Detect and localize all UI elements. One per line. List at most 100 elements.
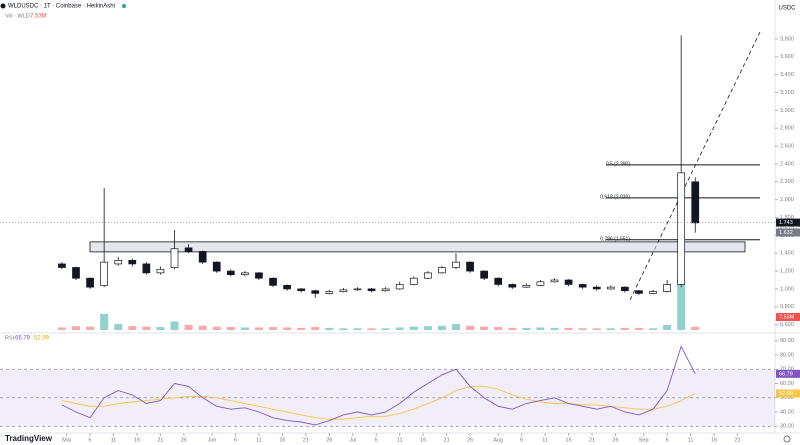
y-tick-label: 2.400 <box>780 161 794 167</box>
symbol-icon <box>0 3 6 9</box>
candle-body <box>466 261 474 272</box>
x-tick-label: 16 <box>134 437 140 443</box>
volume-bar <box>423 326 432 330</box>
volume-bar <box>536 327 545 330</box>
x-tick-label: 11 <box>397 437 403 443</box>
volume-bar <box>283 327 292 330</box>
rsi-ma-legend-value: 52.99 <box>34 336 50 342</box>
countdown: 00:52:17 <box>778 226 798 232</box>
x-tick-label: 26 <box>612 437 618 443</box>
candle-body <box>480 270 488 279</box>
volume-bar <box>198 325 207 330</box>
x-tick-label: 6 <box>234 437 237 443</box>
rsi-tick-label: 80.00 <box>780 352 794 358</box>
volume-legend-value: 7.53M <box>30 14 47 20</box>
volume-bar <box>100 313 109 330</box>
y-tick-label: 2.800 <box>780 126 794 132</box>
x-tick-label: 21 <box>589 437 595 443</box>
x-tick-label: Mai <box>62 437 71 443</box>
volume-bar <box>86 326 95 330</box>
volume-bar <box>156 327 165 330</box>
candle-body <box>339 289 348 292</box>
brand-logo[interactable]: TradingView <box>5 434 53 443</box>
y-tick-label: 3.000 <box>780 108 794 114</box>
candle-body <box>381 288 390 292</box>
volume-bar <box>451 324 460 330</box>
candle-body <box>142 263 151 274</box>
volume-bar <box>578 328 587 330</box>
rsi-tick-label: 30.00 <box>780 424 794 430</box>
volume-bar <box>114 324 123 330</box>
y-tick-label: 2.200 <box>780 179 794 185</box>
x-tick-label: 26 <box>181 437 187 443</box>
volume-bar <box>339 328 348 330</box>
candle-body <box>536 281 545 286</box>
volume-bar <box>367 328 376 330</box>
candle-body <box>184 247 193 252</box>
fib-label: 0.786 (1.551) <box>600 237 630 243</box>
rsi-tick-label: 90.00 <box>780 338 794 344</box>
symbol-title[interactable]: WLDUSDC · 1T · Coinbase · HeikinAshi <box>8 4 115 10</box>
x-tick-label: Aug <box>493 437 503 443</box>
candle-body <box>621 286 629 292</box>
rsi-tick-label: 70.00 <box>780 367 794 373</box>
volume-bar <box>226 327 235 330</box>
volume-bar <box>57 327 66 330</box>
candle-body <box>578 284 587 288</box>
volume-bar <box>466 325 475 330</box>
volume-badge-label: 7.53M <box>779 314 795 320</box>
x-tick-label: 16 <box>420 437 426 443</box>
price-badge-label: 1.632 <box>779 230 793 236</box>
volume-bar <box>592 328 601 330</box>
candle-body <box>592 286 601 290</box>
x-tick-label: Sep <box>639 437 649 443</box>
candle-body <box>212 261 221 272</box>
volume-bar <box>71 326 80 330</box>
candle-body <box>170 248 179 268</box>
volume-bar <box>564 327 573 330</box>
volume-bar <box>297 327 306 330</box>
rsi-legend-value: 66.79 <box>15 336 31 342</box>
trend-line <box>629 31 761 301</box>
settings-icon[interactable] <box>783 435 791 443</box>
rsi-line <box>61 345 696 426</box>
volume-bar <box>522 327 531 330</box>
x-tick-label: 16 <box>711 437 717 443</box>
y-tick-label: 3.200 <box>780 90 794 96</box>
candle-body <box>311 290 320 294</box>
fib-label: 0.618 (2.020) <box>600 195 630 201</box>
x-tick-label: 21 <box>444 437 450 443</box>
volume-bar <box>677 279 686 330</box>
volume-bar <box>550 327 559 330</box>
volume-bar <box>269 327 278 330</box>
volume-bar <box>663 324 672 330</box>
candle-body <box>691 181 700 224</box>
rsi-badge <box>776 369 800 378</box>
volume-bar <box>508 327 517 330</box>
y-tick-label: 1.400 <box>780 251 794 257</box>
volume-bar <box>634 327 643 330</box>
candle-body <box>452 261 460 268</box>
volume-bar <box>353 328 362 330</box>
x-tick-label: 6 <box>666 437 669 443</box>
candle-body <box>395 284 404 290</box>
volume-bar <box>254 327 263 330</box>
zone-box <box>89 241 746 253</box>
candle-body <box>100 261 108 286</box>
volume-bar <box>606 328 615 330</box>
x-tick-label: Jun <box>208 437 217 443</box>
candle-body <box>114 260 123 265</box>
rsi-tick-label: 40.00 <box>780 409 794 415</box>
volume-bar <box>311 327 320 330</box>
y-tick-label: 3.600 <box>780 54 794 60</box>
candle-body <box>606 286 615 290</box>
candle-body <box>635 290 643 294</box>
candle-body <box>72 267 80 279</box>
volume-bar <box>409 326 418 330</box>
rsi-legend[interactable]: RSI <box>5 335 15 341</box>
candle-body <box>226 270 235 275</box>
volume-bar <box>649 328 658 330</box>
volume-bar <box>325 327 334 330</box>
volume-bar <box>395 327 404 330</box>
volume-legend[interactable]: Vol · WLD <box>5 13 30 19</box>
